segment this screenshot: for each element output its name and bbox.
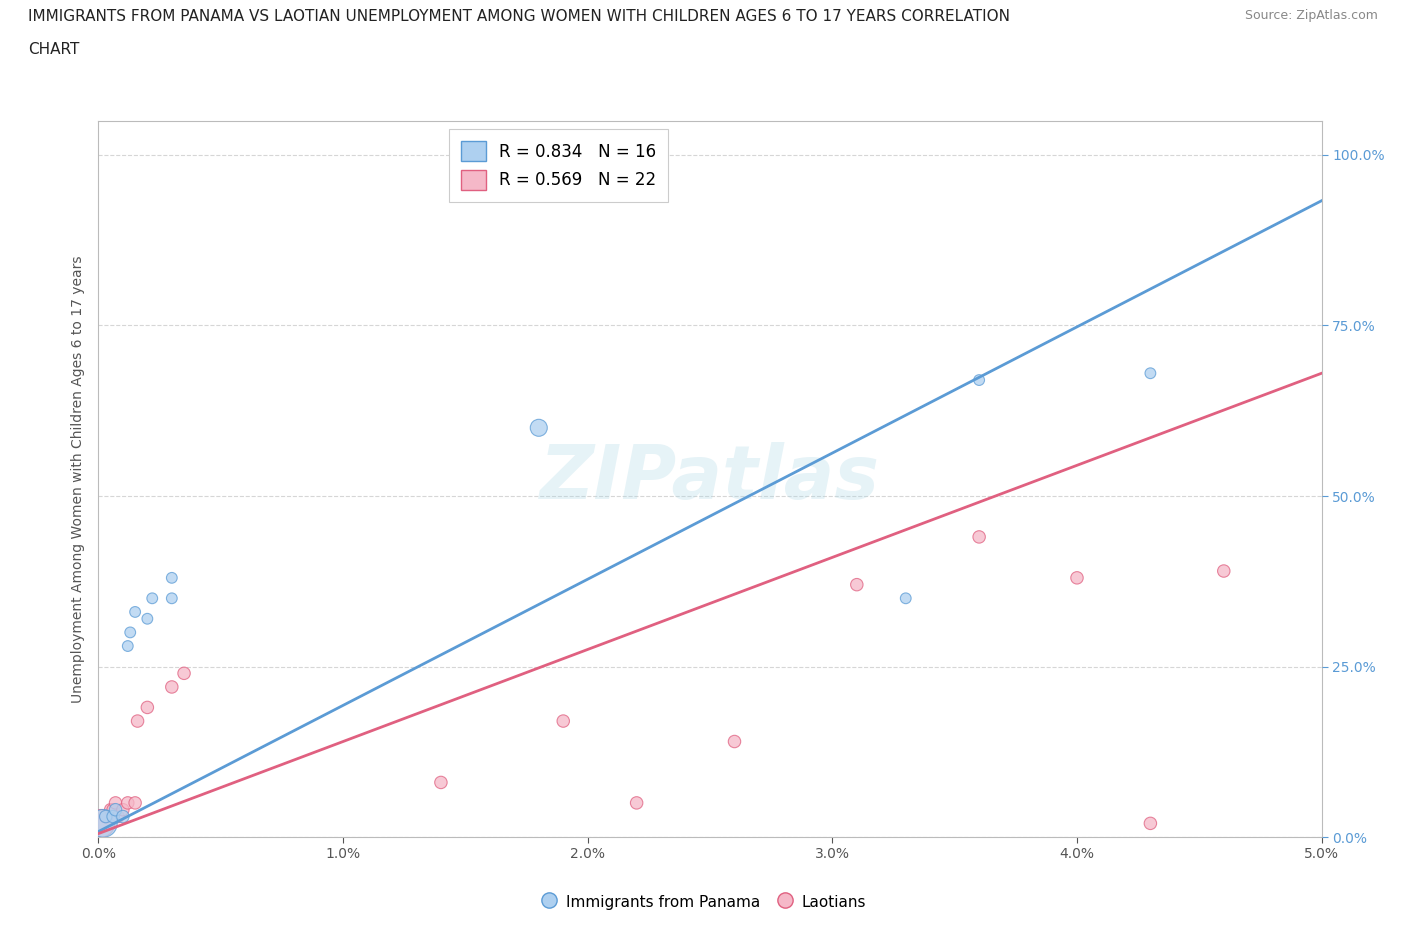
Legend: R = 0.834   N = 16, R = 0.569   N = 22: R = 0.834 N = 16, R = 0.569 N = 22	[450, 129, 668, 202]
Point	[160, 570, 183, 585]
Point	[107, 809, 129, 824]
Point	[967, 373, 990, 388]
Point	[101, 803, 124, 817]
Point	[626, 795, 648, 810]
Point	[117, 639, 139, 654]
Point	[1139, 365, 1161, 380]
Point	[104, 803, 127, 817]
Point	[527, 420, 550, 435]
Point	[553, 713, 575, 728]
Point	[160, 591, 183, 605]
Point	[117, 795, 139, 810]
Point	[723, 734, 745, 749]
Point	[124, 604, 146, 619]
Point	[100, 803, 122, 817]
Y-axis label: Unemployment Among Women with Children Ages 6 to 17 years: Unemployment Among Women with Children A…	[72, 255, 86, 703]
Point	[894, 591, 917, 605]
Point	[104, 795, 127, 810]
Legend: Immigrants from Panama, Laotians: Immigrants from Panama, Laotians	[534, 887, 872, 918]
Point	[141, 591, 163, 605]
Point	[94, 809, 117, 824]
Point	[111, 809, 134, 824]
Point	[127, 713, 149, 728]
Point	[160, 680, 183, 695]
Point	[111, 803, 134, 817]
Text: Source: ZipAtlas.com: Source: ZipAtlas.com	[1244, 9, 1378, 22]
Point	[430, 775, 453, 790]
Point	[173, 666, 195, 681]
Point	[1066, 570, 1088, 585]
Point	[967, 529, 990, 544]
Text: ZIPatlas: ZIPatlas	[540, 443, 880, 515]
Point	[120, 625, 142, 640]
Point	[136, 700, 159, 715]
Point	[101, 809, 124, 824]
Point	[136, 611, 159, 626]
Point	[124, 795, 146, 810]
Point	[90, 816, 112, 830]
Point	[91, 816, 114, 830]
Point	[94, 809, 117, 824]
Text: CHART: CHART	[28, 42, 80, 57]
Text: IMMIGRANTS FROM PANAMA VS LAOTIAN UNEMPLOYMENT AMONG WOMEN WITH CHILDREN AGES 6 : IMMIGRANTS FROM PANAMA VS LAOTIAN UNEMPL…	[28, 9, 1010, 24]
Point	[1212, 564, 1234, 578]
Point	[1139, 816, 1161, 830]
Point	[845, 578, 868, 592]
